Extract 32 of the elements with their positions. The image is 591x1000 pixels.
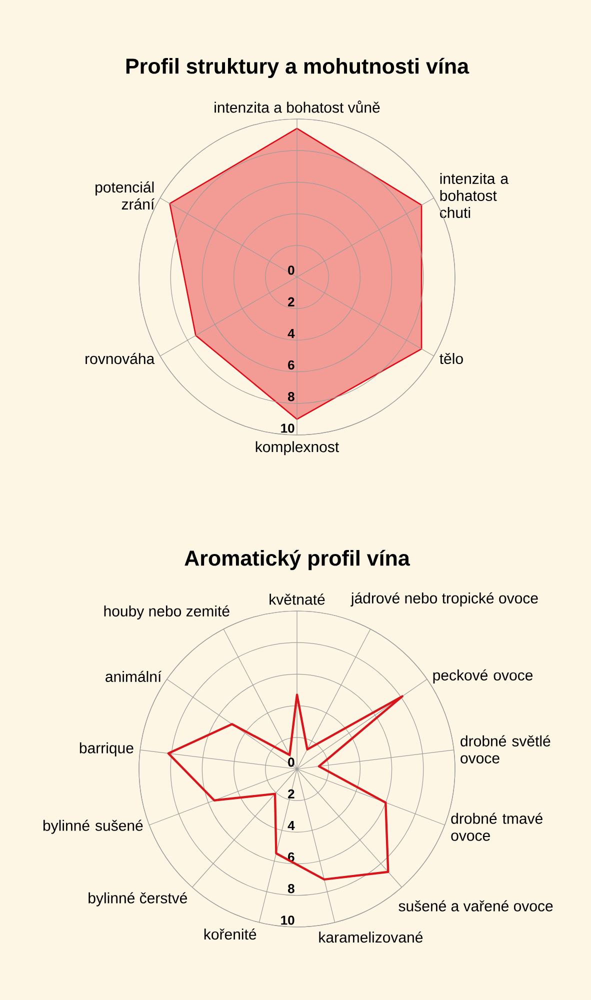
y-tick-label: 10 [281,916,294,925]
spoke-label: rovnováha [86,352,155,364]
y-tick-label: 10 [281,424,294,433]
spoke-label: potenciál zrání [96,181,155,210]
spoke-label: tělo [440,352,463,364]
chart-title: Aromatický profil vína [184,550,410,570]
spoke-label: animální [106,670,162,682]
y-tick-label: 2 [288,789,294,798]
y-tick-label: 8 [288,392,294,402]
spoke-label: karamelizované [319,931,423,943]
y-tick-label: 4 [288,821,295,830]
spoke-label: barrique [80,742,134,756]
spoke-label: intenzita a bohatost vůně [214,100,380,113]
spoke-label: peckové ovoce [433,669,533,684]
spoke-label: květnaté [270,594,325,605]
y-tick-label: 6 [288,360,294,370]
spoke-label: komplexnost [256,441,339,456]
spoke-label: bylinné čerstvé [88,892,188,906]
y-tick-label: 0 [288,758,294,767]
y-tick-label: 2 [288,297,294,306]
y-tick-label: 4 [288,329,295,338]
spoke-label: jádrové nebo tropické ovoce [350,592,538,606]
spoke-label: drobné světlé ovoce [460,735,550,764]
spoke-label: sušené a vařené ovoce [398,900,553,912]
chart-title: Profil struktury a mohutnosti vína [126,58,470,78]
spoke-label: intenzita a bohatost chuti [440,172,509,218]
y-tick-label: 8 [288,884,294,894]
spoke-label: bylinné sušené [43,820,143,834]
spoke-label: kořenité [204,928,256,940]
spoke-label: drobné tmavé ovoce [451,812,542,841]
spoke-label: houby nebo zemité [104,605,230,620]
y-tick-label: 0 [288,266,294,275]
